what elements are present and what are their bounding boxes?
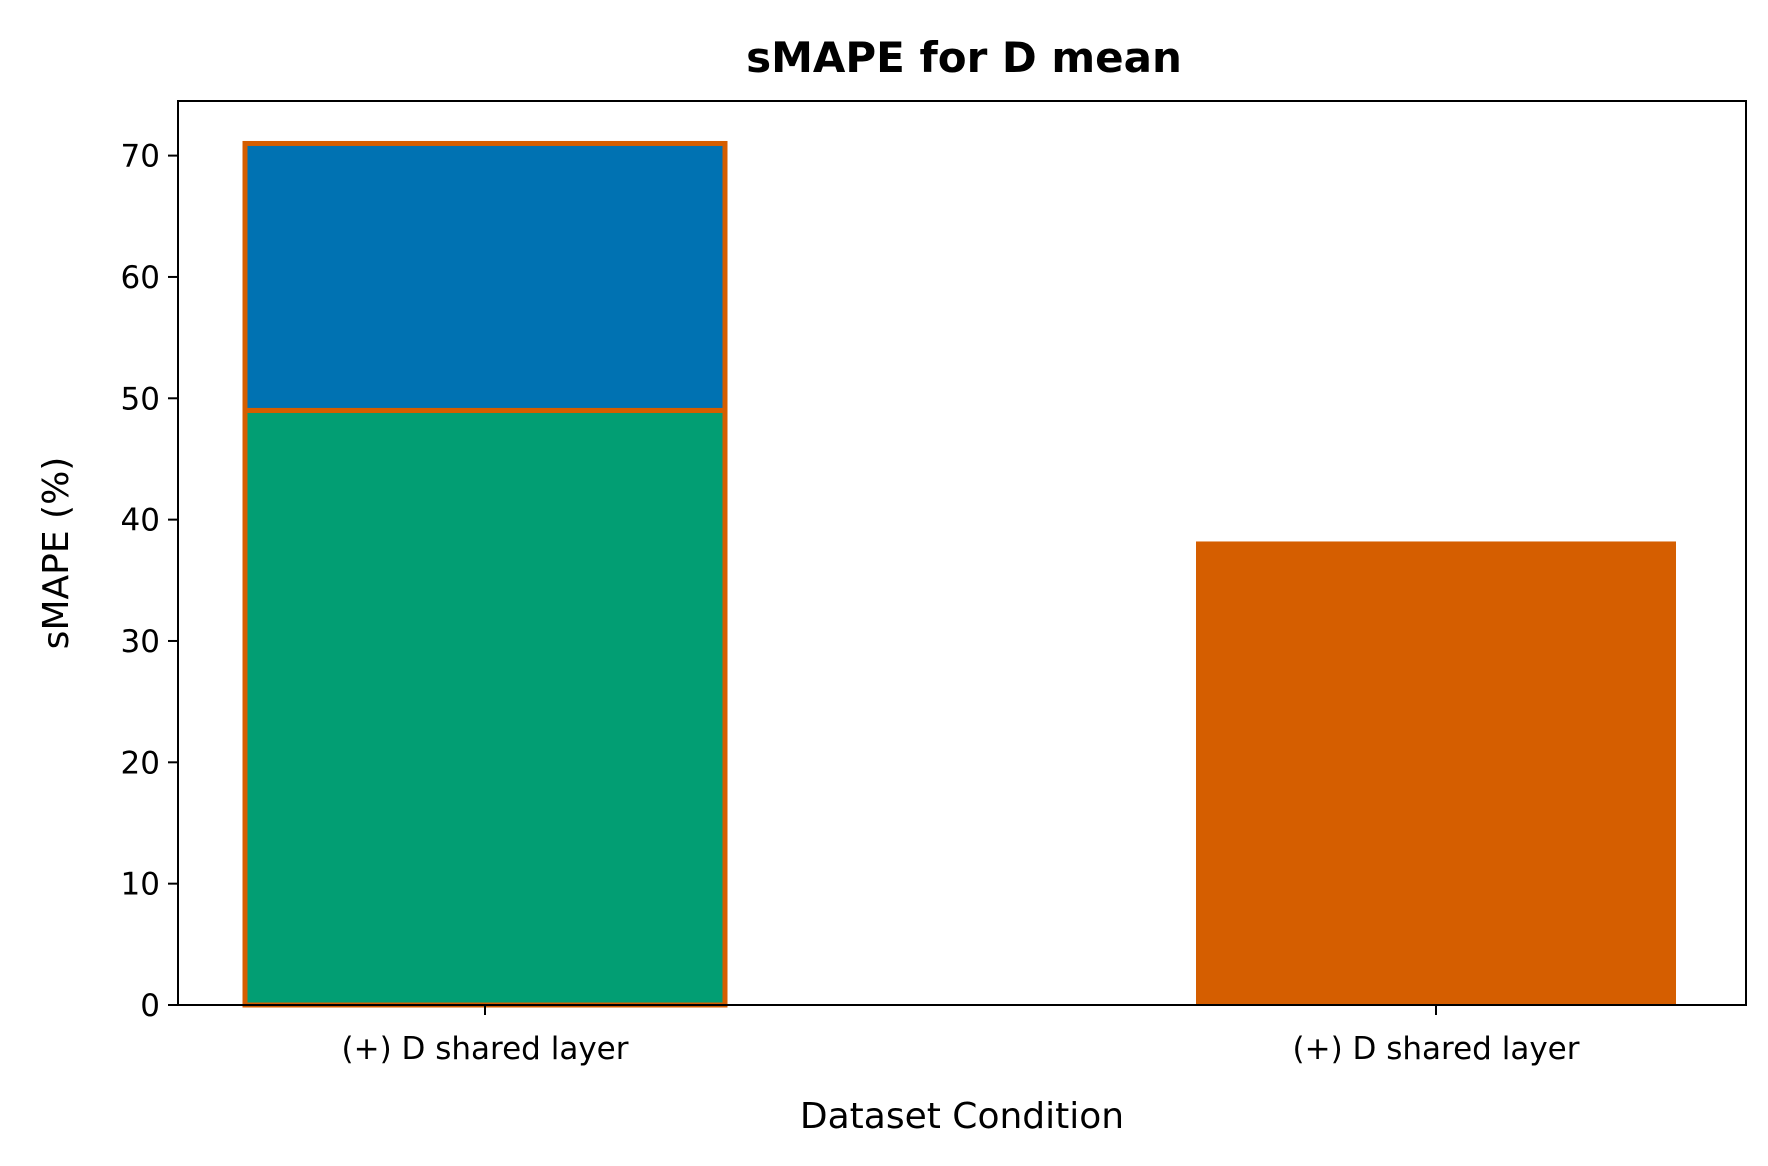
y-tick-label: 30 (121, 624, 160, 660)
bar-0-segment-1 (242, 140, 728, 413)
y-tick-label: 40 (121, 503, 160, 539)
bars-layer (242, 140, 1676, 1008)
y-axis: 0 10 20 30 40 50 60 70 (121, 139, 178, 1024)
x-tick-label: (+) D shared layer (1293, 1031, 1580, 1067)
y-tick-label: 50 (121, 381, 160, 417)
y-tick-label: 60 (121, 260, 160, 296)
plot-frame (177, 100, 1747, 1006)
y-tick-label: 20 (121, 745, 160, 781)
y-tick-label: 10 (121, 867, 160, 903)
y-tick-label: 70 (121, 139, 160, 175)
y-tick-label: 0 (140, 988, 160, 1024)
x-tick-label: (+) D shared layer (342, 1031, 629, 1067)
x-axis-label: Dataset Condition (800, 1096, 1124, 1137)
bar-1-segment-0 (1196, 541, 1676, 1005)
chart-title: sMAPE for D mean (746, 33, 1182, 82)
y-axis-label: sMAPE (%) (36, 457, 77, 650)
x-axis: (+) D shared layer (+) D shared layer (342, 1005, 1580, 1067)
bar-0-segment-0 (242, 407, 728, 1008)
